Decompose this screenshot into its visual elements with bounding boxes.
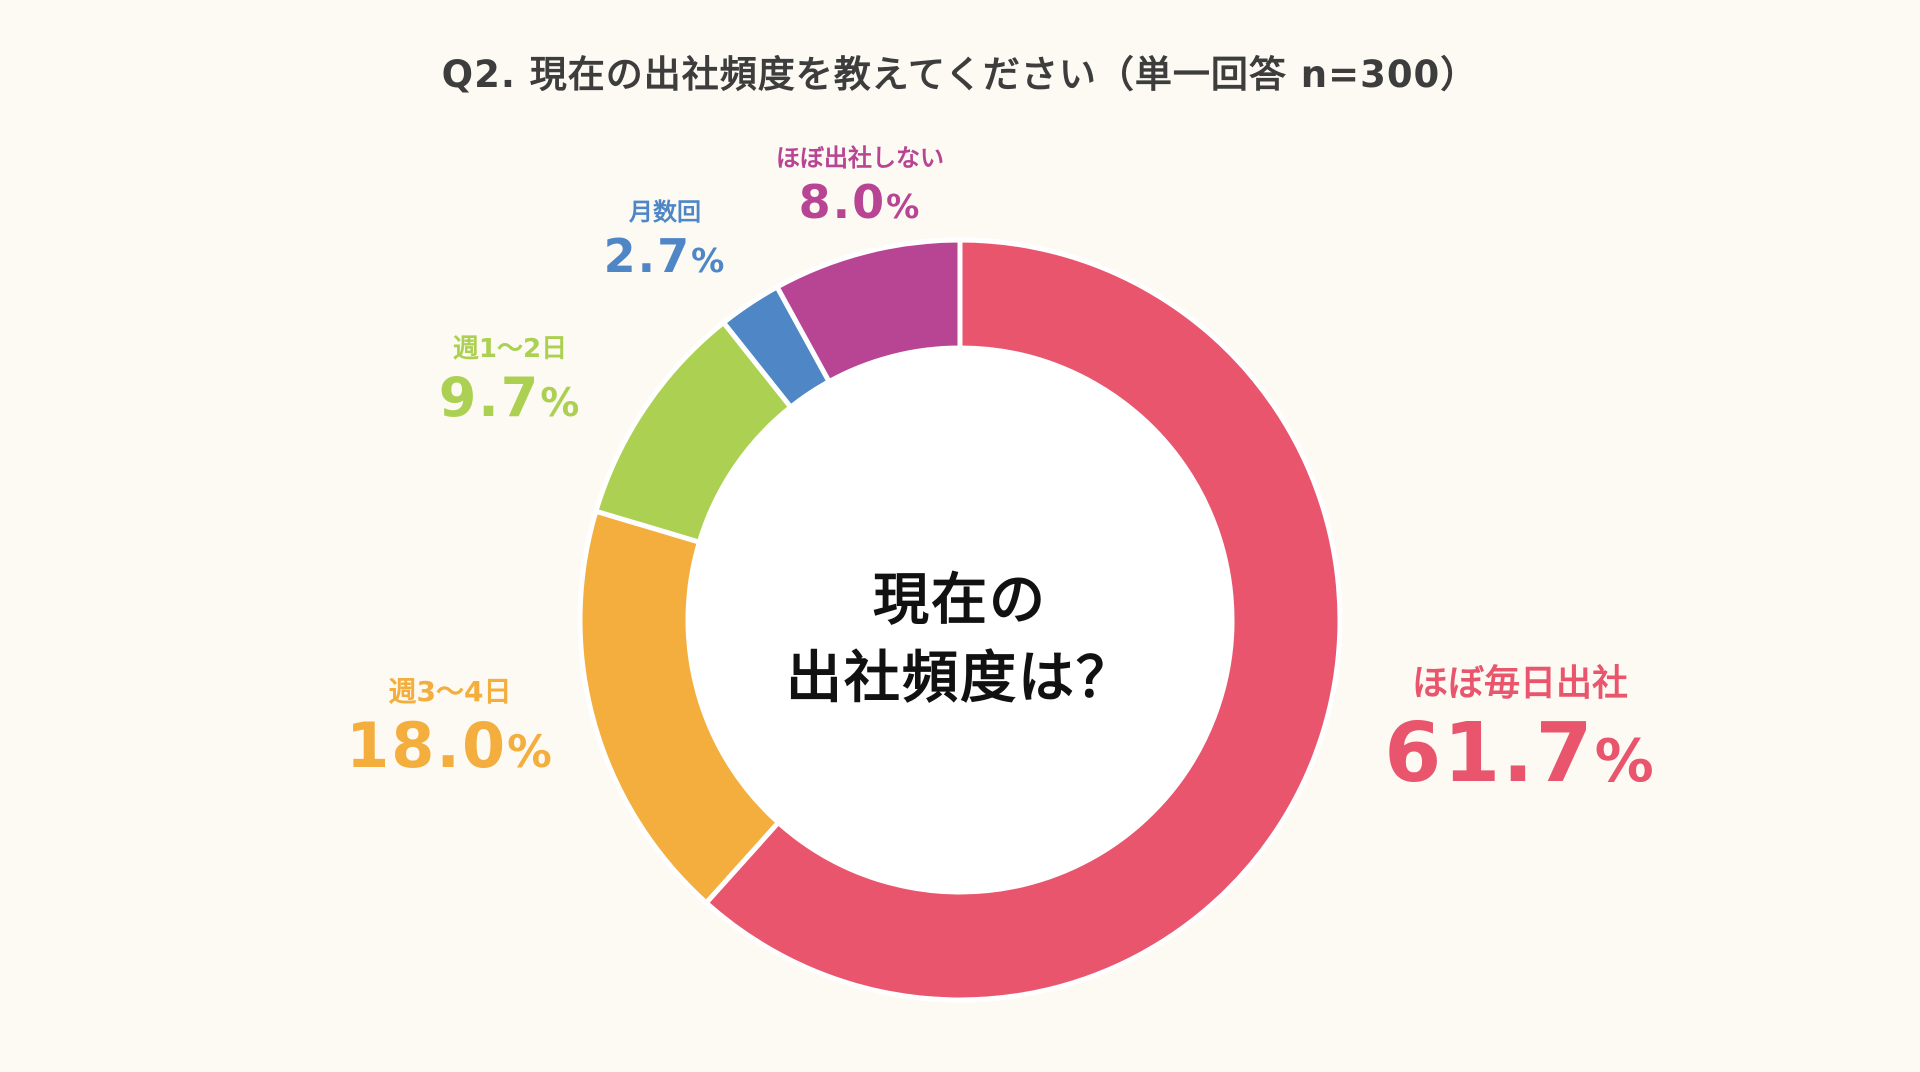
- chart-title: Q2. 現在の出社頻度を教えてください（単一回答 n=300）: [441, 53, 1479, 96]
- slice-value-3-4-days: 18.0%: [346, 709, 554, 782]
- slice-name-1-2-days: 週1〜2日: [452, 334, 568, 364]
- slice-label-3-4-days: 週3〜4日 18.0%: [330, 674, 570, 788]
- donut-center: [690, 350, 1230, 890]
- slice-label-monthly: 月数回 2.7%: [575, 196, 755, 289]
- slice-daily: [703, 237, 1343, 1003]
- slice-value-monthly: 2.7%: [603, 229, 727, 283]
- slice-name-daily: ほぼ毎日出社: [1411, 663, 1628, 704]
- slice-value-daily: 61.7%: [1384, 706, 1656, 801]
- slice-name-3-4-days: 週3〜4日: [388, 675, 512, 708]
- slice-label-rarely: ほぼ出社しない 8.0%: [740, 142, 980, 235]
- center-text-line-2: 出社頻度は？: [786, 646, 1134, 711]
- slice-label-1-2-days: 週1〜2日 9.7%: [400, 332, 620, 436]
- slice-label-daily: ほぼ毎日出社 61.7%: [1380, 662, 1660, 809]
- slice-name-monthly: 月数回: [629, 198, 701, 226]
- slice-name-rarely: ほぼ出社しない: [776, 144, 944, 172]
- slice-value-rarely: 8.0%: [798, 175, 922, 229]
- center-text-line-1: 現在の: [873, 568, 1047, 633]
- slice-rarely: [774, 237, 963, 385]
- slice-value-1-2-days: 9.7%: [438, 366, 582, 429]
